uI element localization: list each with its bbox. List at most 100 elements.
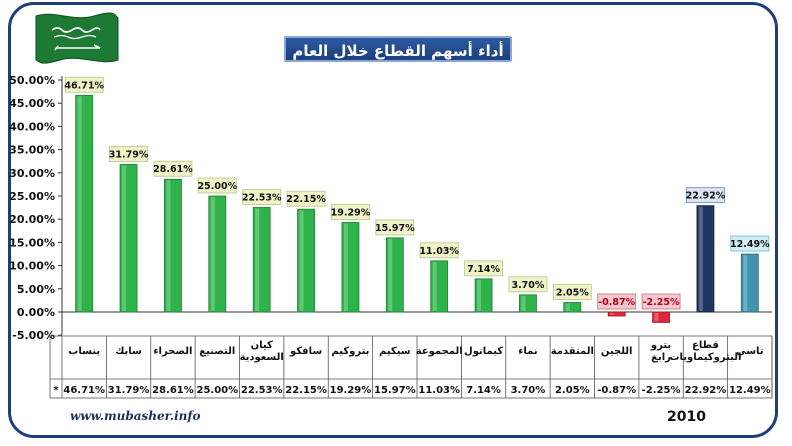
category-label: اللجين <box>601 346 633 357</box>
bar-group <box>385 237 404 313</box>
data-table-value: 12.49% <box>729 385 771 396</box>
data-label-box <box>375 219 415 236</box>
bar-highlight <box>743 255 748 311</box>
bar <box>252 207 271 313</box>
source-url: www.mubasher.info <box>70 409 201 423</box>
data-label-box <box>641 293 681 310</box>
category-label: تاسي <box>736 346 764 357</box>
bar <box>385 237 404 313</box>
data-table-value: 3.70% <box>511 385 546 396</box>
data-table-value: 28.61% <box>152 385 194 396</box>
saudi-flag-logo <box>35 12 119 64</box>
data-table-value: 25.00% <box>196 385 238 396</box>
data-table-value: 11.03% <box>418 385 460 396</box>
bar-group <box>208 195 227 313</box>
category-label: سابك <box>115 346 142 357</box>
y-tick-label: 40.00% <box>9 120 55 133</box>
data-label-box <box>419 242 459 259</box>
bar-group <box>341 222 360 313</box>
category-label: قطاع البتروكيماويات <box>669 340 741 363</box>
category-label: بتروكيم <box>331 346 369 357</box>
data-label: 25.00% <box>198 181 238 192</box>
data-label-box <box>197 177 237 194</box>
data-table-value: 22.92% <box>685 385 727 396</box>
bar-group <box>696 205 715 313</box>
bar <box>164 178 182 313</box>
bar-highlight <box>698 206 703 311</box>
bar <box>652 311 670 323</box>
data-label-box <box>730 235 770 252</box>
data-label-box <box>331 204 370 220</box>
y-tick-label: 20.00% <box>9 213 55 226</box>
category-label: بترو رابغ <box>650 340 671 363</box>
data-label-box <box>64 76 104 93</box>
bar-highlight <box>122 165 127 311</box>
data-label: 19.29% <box>331 207 371 218</box>
category-label: المتقدمة <box>551 346 594 357</box>
data-table-value: 46.71% <box>63 385 105 396</box>
bar-group <box>519 294 537 313</box>
data-label: 46.71% <box>64 80 104 91</box>
bar <box>740 253 759 313</box>
bar-group <box>164 178 182 313</box>
data-label-box <box>109 146 148 162</box>
y-tick-label: 30.00% <box>9 167 55 180</box>
data-label-box <box>464 260 503 277</box>
data-table-value: 22.15% <box>285 385 327 396</box>
bar-highlight <box>654 313 659 322</box>
data-label: 15.97% <box>375 223 415 234</box>
bar-highlight <box>432 261 437 311</box>
data-label: 22.15% <box>286 194 326 205</box>
bar-highlight <box>388 238 393 311</box>
bar-group <box>740 253 759 313</box>
bar-highlight <box>166 180 171 311</box>
bar-highlight <box>210 197 215 311</box>
bar-highlight <box>255 208 260 311</box>
category-label: كيمانول <box>464 346 503 357</box>
bar <box>297 208 315 313</box>
bar-group <box>297 208 315 313</box>
data-label-box <box>552 284 592 300</box>
bar <box>341 222 360 313</box>
category-label: الصحراء <box>153 346 192 357</box>
bar-group <box>607 311 626 317</box>
data-label-box <box>153 160 193 177</box>
data-label: 3.70% <box>511 280 544 291</box>
data-label: 7.14% <box>467 264 500 275</box>
data-label-box <box>286 190 326 207</box>
bar <box>607 311 626 317</box>
bar-highlight <box>610 313 615 316</box>
data-table-marker: * <box>53 385 59 396</box>
y-tick-label: 0.00% <box>17 306 55 319</box>
data-table-value: 2.05% <box>555 385 590 396</box>
data-table-value: 22.53% <box>241 385 283 396</box>
data-label: -0.87% <box>598 297 635 308</box>
data-label: 12.49% <box>730 239 770 250</box>
data-label: 22.53% <box>242 192 282 203</box>
y-tick-label: 10.00% <box>9 260 55 273</box>
category-label: نماء <box>518 346 537 357</box>
bar <box>208 195 227 313</box>
bar-group <box>75 94 94 313</box>
data-label-box <box>242 189 282 205</box>
y-tick-label: 15.00% <box>9 236 55 249</box>
y-tick-label: 35.00% <box>9 144 55 157</box>
data-table-value: 15.97% <box>374 385 416 396</box>
data-table-value: -0.87% <box>597 385 636 396</box>
y-tick-label: 25.00% <box>9 190 55 203</box>
data-label: 22.92% <box>686 191 726 202</box>
bar <box>430 260 449 313</box>
data-label-box <box>597 293 637 310</box>
data-label: 2.05% <box>556 287 589 298</box>
bar-highlight <box>565 303 570 311</box>
data-table-value: 31.79% <box>108 385 150 396</box>
bar-highlight <box>477 279 482 311</box>
data-label-box <box>686 187 725 204</box>
bar-highlight <box>521 295 526 311</box>
bar-highlight <box>77 96 82 312</box>
y-tick-label: 5.00% <box>17 283 55 296</box>
bar-highlight <box>343 223 348 311</box>
category-label: سيكيم <box>379 346 411 357</box>
data-label: 28.61% <box>153 164 193 175</box>
